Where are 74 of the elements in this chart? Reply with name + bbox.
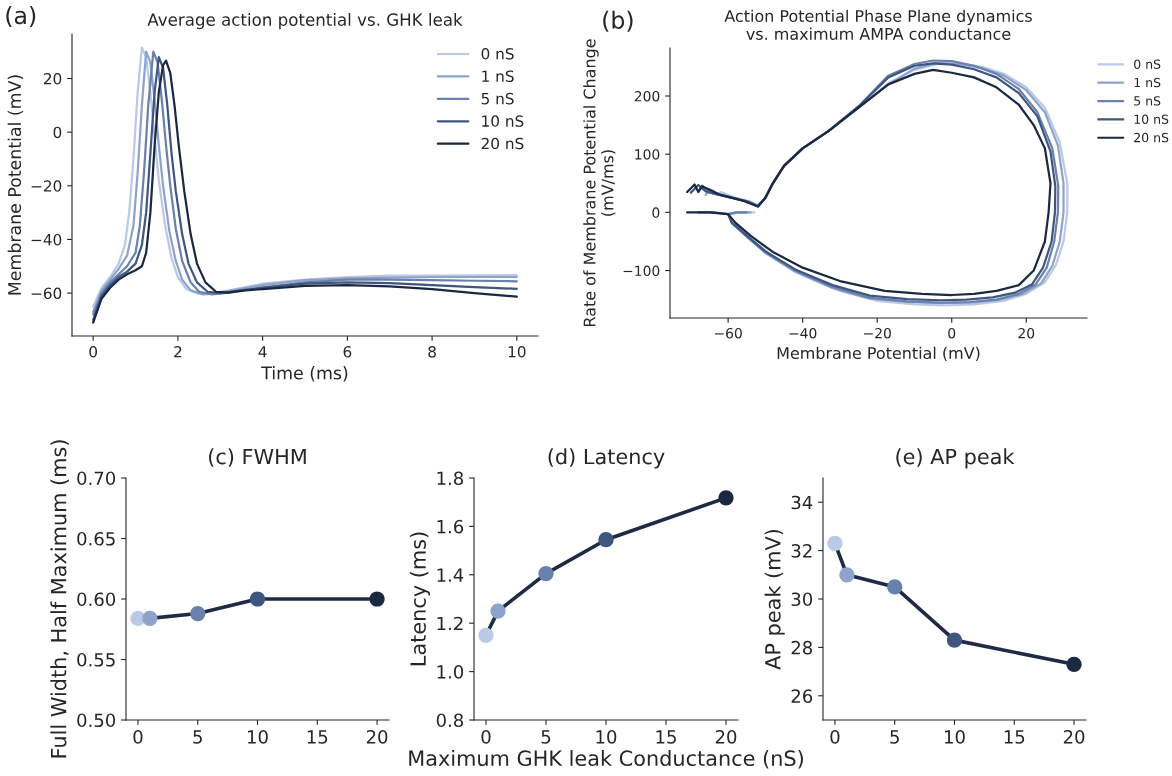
y-tick-label: 32 [791, 544, 812, 558]
y-axis-title: Membrane Potential (mV) [7, 75, 24, 295]
x-tick-label: 10 [945, 730, 965, 744]
y-axis-title: Latency (ms) [409, 532, 431, 666]
x-axis-title: Maximum GHK leak Conductance (nS) [409, 749, 803, 769]
x-axis-title: Time (ms) [261, 366, 348, 382]
y-tick-label: −60 [31, 287, 62, 300]
y-tick-label: 1.4 [437, 568, 464, 582]
x-tick-label: 20 [366, 730, 388, 744]
legend-label: 0 nS [1134, 59, 1161, 69]
y-tick-label: −40 [31, 233, 62, 246]
x-tick-label: 5 [541, 730, 551, 744]
y-tick-label: 0.70 [77, 471, 116, 486]
x-tick-label: 10 [248, 730, 268, 744]
x-tick-label: 10 [596, 730, 617, 744]
x-tick-label: −60 [714, 327, 742, 339]
y-tick-label: 0.60 [77, 592, 116, 607]
legend-label: 20 nS [481, 137, 524, 150]
x-tick-label: 5 [193, 730, 202, 744]
y-tick-label: 0.65 [77, 531, 115, 546]
y-tick-label: 1.0 [437, 665, 464, 679]
legend-label: 0 nS [481, 48, 514, 60]
legend-label: 10 nS [1134, 114, 1169, 124]
x-tick-label: 6 [343, 345, 352, 358]
x-tick-label: 0 [948, 327, 956, 339]
chart-title: (d) Latency [548, 448, 665, 469]
text: (b) [603, 10, 633, 32]
legend-label: 1 nS [482, 70, 514, 82]
y-tick-label: 26 [791, 689, 813, 703]
x-tick-label: 4 [258, 346, 267, 358]
y-tick-label: 0.8 [436, 713, 464, 728]
x-tick-label: 15 [656, 730, 676, 744]
text: (a) [6, 5, 36, 28]
chart-title: Average action potential vs. GHK leak [147, 13, 463, 30]
legend-label: 5 nS [1134, 96, 1161, 106]
y-tick-label: 1.2 [437, 616, 463, 631]
y-tick-label: 34 [791, 495, 813, 510]
y-axis-title: Rate of Membrane Potential Change (mV/ms) [583, 39, 616, 326]
x-tick-label: 8 [428, 345, 436, 358]
y-tick-label: 0 [652, 207, 660, 218]
y-tick-label: 1.6 [437, 519, 464, 534]
legend-label: 1 nS [1134, 77, 1161, 88]
chart-title: (c) FWHM [209, 448, 306, 467]
x-tick-label: 2 [174, 345, 182, 358]
y-axis-title: AP peak (mV) [764, 529, 785, 670]
legend-label: 10 nS [482, 115, 524, 127]
y-tick-label: 28 [791, 640, 813, 655]
x-tick-label: 20 [715, 730, 737, 744]
x-tick-label: 0 [133, 730, 143, 744]
y-tick-label: 1.8 [437, 471, 464, 486]
x-tick-label: 15 [1004, 730, 1025, 744]
y-tick-label: 0 [53, 126, 62, 139]
y-tick-label: 100 [635, 149, 660, 160]
x-tick-label: 10 [508, 345, 526, 358]
y-tick-label: −20 [31, 180, 62, 192]
x-tick-label: 0 [481, 730, 491, 744]
x-tick-label: −20 [864, 327, 891, 339]
x-tick-label: 20 [1018, 327, 1035, 339]
x-tick-label: 20 [1063, 730, 1085, 744]
legend-label: 20 nS [1134, 132, 1169, 143]
y-tick-label: −100 [623, 265, 660, 277]
x-tick-label: 15 [307, 730, 328, 744]
y-axis-title: Full Width, Half Maximum (ms) [50, 440, 69, 758]
x-tick-label: 0 [830, 730, 840, 744]
y-tick-label: 20 [43, 72, 62, 85]
x-tick-label: 5 [890, 730, 899, 744]
y-tick-label: 200 [634, 90, 660, 102]
y-tick-label: 0.50 [77, 713, 116, 728]
legend-label: 5 nS [481, 92, 514, 105]
y-tick-label: 0.55 [77, 652, 115, 667]
x-axis-title: Membrane Potential (mV) [777, 346, 980, 361]
chart-title: Action Potential Phase Plane dynamics vs. maximum AMPA conductance [724, 9, 1032, 40]
chart-title: (e) AP peak [896, 448, 1015, 469]
y-tick-label: 30 [791, 592, 813, 607]
